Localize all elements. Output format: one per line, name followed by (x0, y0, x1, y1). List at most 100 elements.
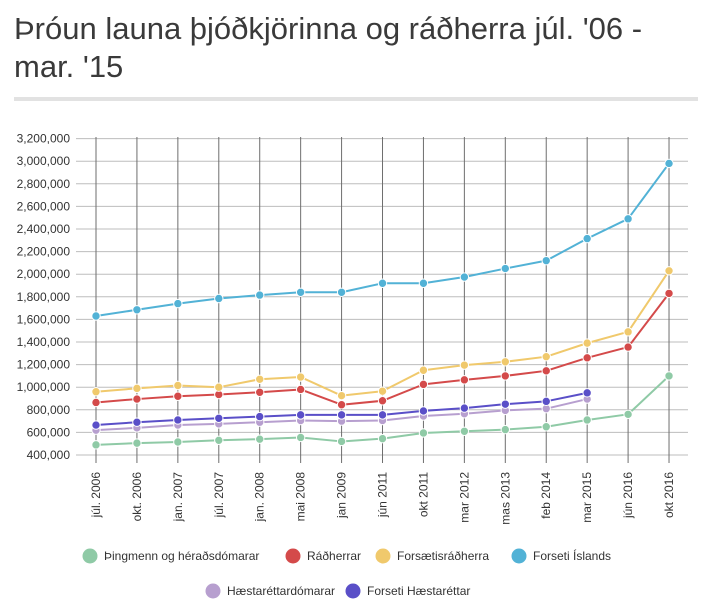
legend-marker (375, 548, 391, 564)
data-point (500, 357, 510, 367)
legend-marker (511, 548, 527, 564)
x-tick-label: júl. 2006 (89, 472, 103, 519)
x-axis-ticks: júl. 2006 okt. 2006 jan. 2007 júl. 2007 jan.… (89, 472, 676, 525)
x-tick-label: jún 2016 (621, 472, 635, 519)
data-point (664, 288, 674, 299)
data-point (459, 375, 470, 385)
data-point (91, 440, 101, 450)
title-divider (14, 97, 698, 101)
data-point (541, 422, 551, 432)
data-point (173, 415, 183, 425)
data-point (418, 379, 429, 390)
data-point (214, 382, 224, 392)
y-tick-label: 800,000 (27, 403, 71, 417)
data-point (418, 278, 429, 288)
data-point (623, 409, 633, 420)
data-point (500, 399, 510, 409)
data-point (255, 374, 265, 384)
data-point (255, 411, 265, 422)
data-point (255, 290, 265, 300)
data-point (132, 417, 142, 427)
data-point (214, 435, 224, 446)
data-point (132, 383, 142, 394)
legend: Þingmenn og héraðsdómarar Ráðherrar Forsæt… (82, 548, 611, 599)
legend-marker (345, 583, 361, 599)
data-point (295, 372, 306, 382)
data-point (255, 434, 265, 444)
y-tick-label: 2,400,000 (17, 222, 71, 236)
data-point (132, 305, 142, 315)
legend-label: Hæstaréttardómarar (227, 584, 335, 598)
data-point (623, 327, 633, 337)
data-point (377, 386, 388, 396)
data-point (173, 380, 183, 391)
data-point (623, 214, 633, 224)
y-tick-label: 1,000,000 (17, 380, 71, 394)
data-point (214, 293, 224, 304)
data-point (132, 394, 142, 404)
y-tick-label: 2,600,000 (17, 199, 71, 213)
y-tick-label: 1,200,000 (17, 358, 71, 372)
x-tick-label: júl. 2007 (212, 472, 226, 519)
data-point (377, 410, 388, 420)
data-point (295, 384, 306, 395)
data-point (459, 272, 470, 282)
data-point (377, 278, 388, 288)
data-point (459, 426, 470, 436)
data-point (664, 371, 674, 381)
data-point (295, 287, 306, 297)
data-point (418, 365, 429, 375)
data-point (91, 397, 101, 408)
x-tick-label: mai 2008 (294, 472, 308, 522)
data-point (582, 388, 592, 398)
data-point (173, 437, 183, 447)
data-point (173, 298, 183, 309)
data-point (214, 413, 224, 423)
data-point (459, 360, 470, 370)
data-point (664, 266, 674, 276)
data-point (582, 233, 592, 244)
data-point (173, 391, 183, 401)
data-point (623, 342, 633, 352)
data-point (418, 406, 429, 416)
legend-label: Ráðherrar (307, 549, 361, 563)
data-point (541, 351, 551, 362)
data-point (500, 371, 510, 381)
legend-label: Forseti Hæstaréttar (367, 584, 470, 598)
x-tick-label: okt 2011 (416, 472, 430, 517)
data-point (500, 424, 510, 435)
legend-label: Þingmenn og héraðsdómarar (104, 549, 259, 563)
x-tick-label: okt 2016 (662, 472, 676, 518)
data-point (336, 436, 347, 447)
x-tick-label: mar 2012 (457, 472, 471, 523)
legend-label: Forsætisráðherra (397, 549, 489, 563)
y-tick-label: 600,000 (27, 425, 71, 439)
data-point (582, 415, 592, 425)
data-point (500, 263, 510, 274)
data-point (91, 420, 101, 430)
x-tick-label: okt. 2006 (130, 472, 144, 522)
data-point (377, 433, 388, 444)
y-tick-label: 3,000,000 (17, 154, 71, 168)
data-point (459, 403, 470, 413)
y-axis-ticks: 400,000 600,000 800,000 1,000,000 1,200,000 1… (17, 132, 71, 462)
data-point (255, 387, 265, 397)
series-points (91, 158, 674, 450)
x-tick-label: mar 2015 (580, 472, 594, 523)
data-point (336, 287, 347, 297)
data-point (91, 387, 101, 397)
data-point (295, 432, 306, 443)
data-point (582, 338, 592, 348)
data-point (541, 396, 551, 407)
x-tick-label: mas 2013 (498, 472, 512, 525)
legend-marker (285, 548, 301, 564)
x-tick-label: jan 2009 (335, 472, 349, 519)
data-point (336, 410, 347, 420)
x-tick-label: feb 2014 (539, 472, 553, 519)
y-tick-label: 1,800,000 (17, 290, 71, 304)
data-point (377, 396, 388, 406)
y-tick-label: 2,800,000 (17, 177, 71, 191)
x-tick-label: jún 2011 (376, 472, 390, 518)
legend-label: Forseti Íslands (533, 548, 611, 563)
